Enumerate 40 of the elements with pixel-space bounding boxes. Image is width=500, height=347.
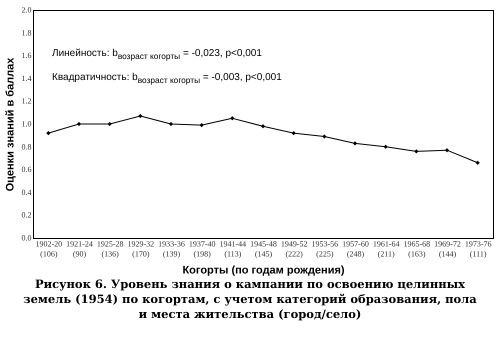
annotation: Линейность: b$_{возраст когорты}$ = -0,023, p<0,001 — [52, 48, 262, 61]
x-tick-label: 1929-32 (170) — [127, 240, 154, 258]
y-tick-label: 0.0 — [22, 234, 32, 242]
point — [292, 131, 296, 136]
x-tick-label: 1925-28 (136) — [96, 240, 124, 258]
y-tick-label: 0.2 — [22, 210, 32, 220]
y-tick-label: 2.0 — [22, 6, 32, 14]
point — [168, 122, 174, 126]
y-tick-label: 0.8 — [22, 142, 32, 152]
point — [200, 123, 204, 128]
point — [476, 160, 480, 165]
y-tick-label: 1.8 — [22, 28, 32, 38]
y-tick-label: 0.6 — [22, 165, 32, 174]
x-axis-title: Когорты (по годам рождения) — [182, 264, 345, 276]
x-tick-label: 1953-56 (225) — [311, 240, 338, 258]
point — [414, 149, 418, 154]
x-tick-label: 1902-20 (106) — [35, 240, 62, 258]
x-tick-label: 1941-44 (113) — [219, 240, 246, 258]
y-tick-label: 1.0 — [22, 120, 32, 128]
x-tick-label: 1949-52 (222) — [280, 240, 308, 258]
y-axis-title: Оценки знаний в баллах — [4, 56, 16, 192]
x-tick-label: 1957-60 (248) — [342, 240, 369, 258]
y-tick-label: 1.6 — [22, 51, 32, 60]
point — [76, 122, 82, 126]
point — [384, 144, 388, 149]
x-tick-label: 1945-48 (145) — [250, 240, 277, 258]
x-tick-label: 1961-64 (211) — [372, 240, 400, 258]
x-tick-label: 1921-24 (90) — [66, 240, 93, 258]
x-tick-label: 1965-68 (163) — [403, 240, 430, 258]
x-tick-label: 1973-76 (111) — [464, 240, 492, 258]
y-tick-label: 1.4 — [22, 74, 32, 83]
y-tick-label: 1.2 — [22, 96, 32, 106]
point — [230, 116, 234, 120]
y-tick-label: 0.4 — [22, 188, 32, 197]
x-tick-label: 1969-72 (144) — [434, 240, 461, 258]
x-tick-label: 1933-36 (139) — [158, 240, 185, 258]
text: Рисунок 6. Уровень знания о кампании по освоению целинных земель (1954) по когортам, с учетом категорий образования, пола и места жительства (город/село) — [22, 277, 478, 322]
point — [46, 131, 50, 136]
annotation: Квадратичность: b$_{возраст когорты}$ = -0,003, p<0,001 — [52, 72, 282, 85]
x-tick-label: 1937-40 (198) — [188, 240, 216, 258]
